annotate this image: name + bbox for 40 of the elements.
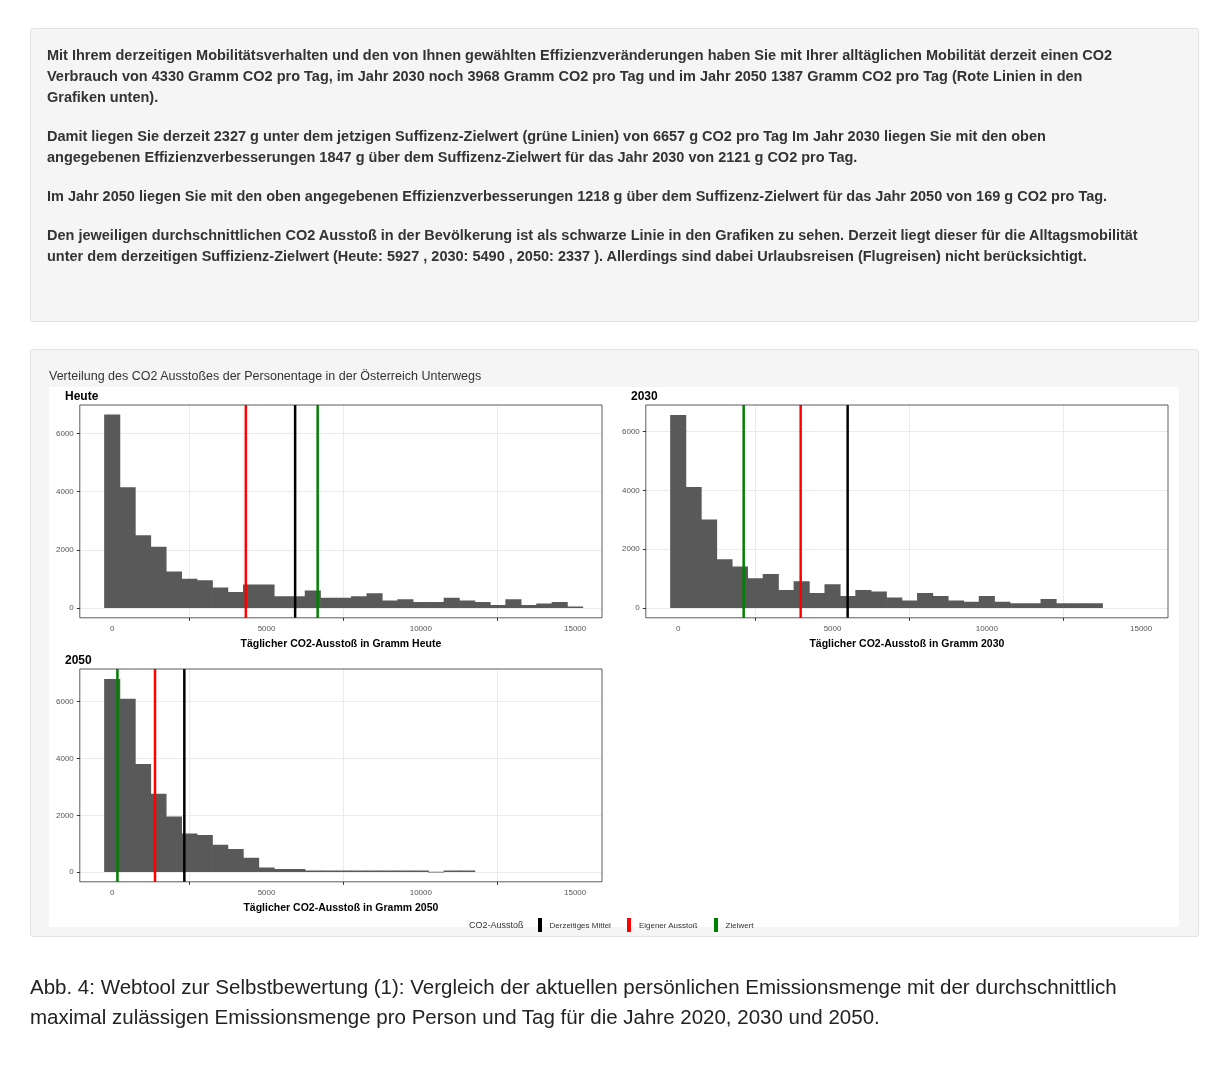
text: Damit liegen Sie derzeit 2327 g unter dem jetzigen Suffizenz-Zielwert (grüne Linien) von 6657 g CO2 pro Tag Im Jahr 2030 liegen Sie mit den oben angegebenen Effizienzverbesserungen 1847 g über dem Suffizenz-Zielwert für das Jahr 2030 von 2121 g CO2 pro Tag. bbox=[47, 127, 1047, 167]
y-tick-label: 2000 bbox=[56, 545, 75, 555]
legend-label: Derzeitiges Mittel bbox=[549, 920, 611, 930]
x-tick-label: 0 bbox=[675, 623, 681, 633]
text: Den jeweiligen durchschnittlichen CO2 Ausstoß in der Bevölkerung ist als schwarze Linie in den Grafiken zu sehen. Derzeit liegt dieser für die Alltagsmobilität unter dem derzeitigen Suffizienz-Zielwert (Heute: 5927 , 2030: 5490 , 2050: 2337 ). Allerdings sind dabei Urlaubsreisen (Flugreisen) nicht berücksichtigt. bbox=[47, 226, 1139, 266]
x-tick-label: 15000 bbox=[564, 623, 587, 633]
text: Mit Ihrem derzeitigen Mobilitätsverhalten und den von Ihnen gewählten Effizienzveränderungen haben Sie mit Ihrer alltäglichen Mobilität derzeit einen CO2 Verbrauch von 4330 Gramm CO2 pro Tag, im Jahr 2030 noch 3968 Gramm CO2 pro Tag und im Jahr 2050 1387 Gramm CO2 pro Tag (Rote Linien in den Grafiken unten). bbox=[47, 46, 1114, 107]
y-tick-label: 4000 bbox=[56, 487, 75, 497]
x-tick-label: 5000 bbox=[823, 623, 842, 633]
y-tick-label: 2000 bbox=[622, 544, 641, 554]
x-tick-label: 10000 bbox=[409, 887, 433, 897]
y-tick-label: 0 bbox=[69, 867, 75, 877]
x-axis-title: Täglicher CO2-Ausstoß in Gramm 2030 bbox=[809, 636, 1005, 649]
x-tick-label: 0 bbox=[109, 623, 115, 633]
legend-label: Eigener Ausstoß bbox=[638, 920, 698, 930]
text: Im Jahr 2050 liegen Sie mit den oben angegebenen Effizienzverbesserungen 1218 g über dem Suffizenz-Zielwert für das Jahr 2050 von 169 g CO2 pro Tag. bbox=[47, 187, 1109, 206]
y-tick-label: 0 bbox=[69, 603, 75, 613]
chart-title: 2030 bbox=[631, 389, 659, 404]
y-tick-label: 6000 bbox=[56, 428, 75, 438]
x-tick-label: 5000 bbox=[257, 623, 276, 633]
y-tick-label: 0 bbox=[635, 603, 641, 613]
text: Verteilung des CO2 Ausstoßes der Personentage in der Österreich Unterwegs bbox=[49, 369, 482, 383]
chart-title: Heute bbox=[65, 389, 99, 404]
y-tick-label: 6000 bbox=[622, 426, 641, 436]
x-tick-label: 0 bbox=[109, 887, 115, 897]
legend-title: CO2-Ausstoß bbox=[469, 920, 524, 930]
x-tick-label: 15000 bbox=[1130, 623, 1153, 633]
y-tick-label: 4000 bbox=[622, 485, 641, 495]
chart-title: 2050 bbox=[65, 653, 93, 668]
x-axis-title: Täglicher CO2-Ausstoß in Gramm Heute bbox=[240, 636, 442, 649]
x-tick-label: 5000 bbox=[257, 887, 276, 897]
y-tick-label: 6000 bbox=[56, 697, 75, 707]
caption: Abb. 4: Webtool zur Selbstbewertung (1): Vergleich der aktuellen persönlichen Emissionsmenge mit der durchschnittlich maximal zulässigen Emissionsmenge pro Person und Tag für die Jahre 2020, 2030 und 2050. bbox=[30, 974, 1118, 1030]
y-tick-label: 2000 bbox=[56, 810, 75, 820]
legend-label: Zielwert bbox=[725, 920, 754, 930]
x-tick-label: 15000 bbox=[564, 887, 587, 897]
y-tick-label: 4000 bbox=[56, 753, 75, 763]
x-tick-label: 10000 bbox=[409, 623, 433, 633]
x-tick-label: 10000 bbox=[975, 623, 999, 633]
x-axis-title: Täglicher CO2-Ausstoß in Gramm 2050 bbox=[243, 900, 439, 913]
